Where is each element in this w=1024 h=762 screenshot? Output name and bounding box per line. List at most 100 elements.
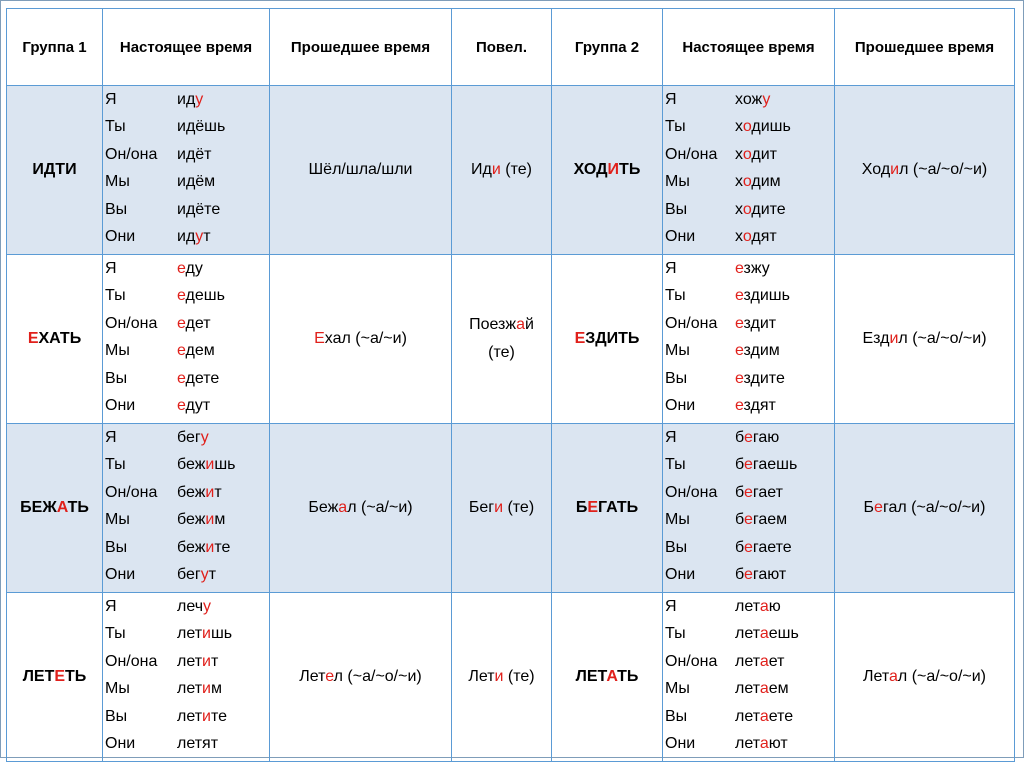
stress-highlight: е (743, 565, 753, 583)
conjugation-line: Мы летаем (663, 675, 834, 702)
stress-highlight: а (516, 316, 525, 333)
text-segment: гаю (752, 429, 780, 446)
header-row: Группа 1 Настоящее время Прошедшее время… (6, 8, 1015, 86)
text-segment: здим (743, 342, 780, 360)
text-segment: л (~а/~о/~и) (897, 668, 986, 685)
stress-highlight: о (742, 200, 752, 218)
text-segment: ешь (768, 625, 799, 643)
text-segment: дете (185, 369, 220, 387)
stress-highlight: и (205, 483, 215, 501)
verb-form: летаем (735, 675, 789, 702)
conjugation-line: Мы ходим (663, 168, 834, 195)
conjugation-line: Мы бежим (103, 506, 269, 533)
pronoun: Вы (105, 369, 128, 387)
text-segment: ем (768, 680, 789, 698)
verb-form: ходишь (735, 113, 791, 140)
verb-form: бегает (735, 479, 783, 506)
verb-form: летите (177, 703, 227, 730)
pronoun: Они (665, 565, 696, 583)
text-segment: шь (214, 456, 236, 474)
text-segment: дите (751, 200, 786, 218)
text-segment: Беж (308, 499, 339, 516)
verb-form: бегаешь (735, 451, 797, 478)
text-segment: ТЬ (617, 668, 639, 685)
header-present2: Настоящее время (662, 8, 835, 86)
stress-highlight: и (205, 456, 215, 474)
conjugation-line: Вы едете (103, 365, 269, 392)
text-segment: хож (735, 91, 763, 108)
text-segment: лет (177, 652, 203, 670)
conjugation-line: Вы летите (103, 703, 269, 730)
stress-highlight: е (735, 342, 744, 360)
conjugation-line: Они летают (663, 730, 834, 757)
text-segment: здите (743, 369, 785, 387)
text-segment: ет (768, 652, 785, 670)
pronoun: Ты (665, 287, 686, 305)
text-segment: гает (752, 483, 783, 501)
imperative: Иди (те) (451, 85, 552, 255)
text-segment: лет (735, 734, 760, 752)
pronoun: Я (105, 260, 117, 277)
verb-form: бегают (735, 561, 786, 588)
verb-form: летаешь (735, 620, 799, 647)
text-segment: зжу (743, 260, 770, 277)
text-segment: Ход (861, 161, 891, 178)
past-group1: Бежал (~а/~и) (269, 423, 452, 593)
verb-form: иду (177, 86, 203, 113)
text-segment: дит (751, 145, 777, 163)
stress-highlight: у (195, 91, 204, 108)
conjugation-line: Он/она едет (103, 310, 269, 337)
stress-highlight: е (735, 260, 744, 277)
text-segment: идём (177, 173, 216, 191)
verb-form: ходите (735, 196, 786, 223)
verb-group2: ЕЗДИТЬ (551, 254, 663, 424)
pronoun: Ты (105, 456, 126, 474)
text-segment: хал (~а/~и) (324, 330, 407, 347)
verb-form: бегаем (735, 506, 787, 533)
conjugation-line: Мы едем (103, 337, 269, 364)
text-segment: (те) (503, 499, 535, 516)
conjugation-line: Ты ездишь (663, 282, 834, 309)
stress-highlight: Е (27, 330, 39, 347)
conjugation-line: Ты идёшь (103, 113, 269, 140)
text-segment: ду (185, 260, 203, 277)
text-segment: идёшь (177, 118, 226, 136)
pronoun: Он/она (665, 483, 718, 501)
pronoun: Мы (105, 173, 130, 191)
stress-highlight: Е (54, 668, 66, 685)
past-group1: Шёл/шла/шли (269, 85, 452, 255)
pronoun: Он/она (665, 314, 718, 332)
stress-highlight: е (177, 287, 186, 305)
conjugation-line: Вы бегаете (663, 534, 834, 561)
past-group2: Ездил (~а/~о/~и) (834, 254, 1015, 424)
stress-highlight: е (177, 314, 186, 332)
text-segment: т (210, 652, 219, 670)
text-segment: здишь (743, 287, 790, 305)
pronoun: Вы (105, 200, 128, 218)
pronoun: Ты (105, 625, 126, 643)
pronoun: Он/она (105, 145, 158, 163)
text-segment: Езд (862, 330, 890, 347)
pronoun: Вы (665, 538, 688, 556)
stress-highlight: у (203, 598, 212, 615)
verb-form: ездят (735, 392, 776, 419)
verb-conjugation-table: Группа 1 Настоящее время Прошедшее время… (6, 8, 1015, 762)
pronoun: Я (665, 598, 677, 615)
stress-highlight: и (202, 680, 211, 698)
stress-highlight: е (735, 287, 744, 305)
header-past2: Прошедшее время (834, 8, 1015, 86)
conjugation-line: Вы бежите (103, 534, 269, 561)
verb-group2: ХОДИТЬ (551, 85, 663, 255)
past-group2: Бегал (~а/~о/~и) (834, 423, 1015, 593)
stress-highlight: и (202, 707, 211, 725)
conjugation-line: Он/она бегает (663, 479, 834, 506)
text-segment: ЗДИТЬ (585, 330, 640, 347)
text-segment: гают (752, 565, 787, 583)
stress-highlight: а (759, 734, 769, 752)
verb-form: лечу (177, 593, 211, 620)
